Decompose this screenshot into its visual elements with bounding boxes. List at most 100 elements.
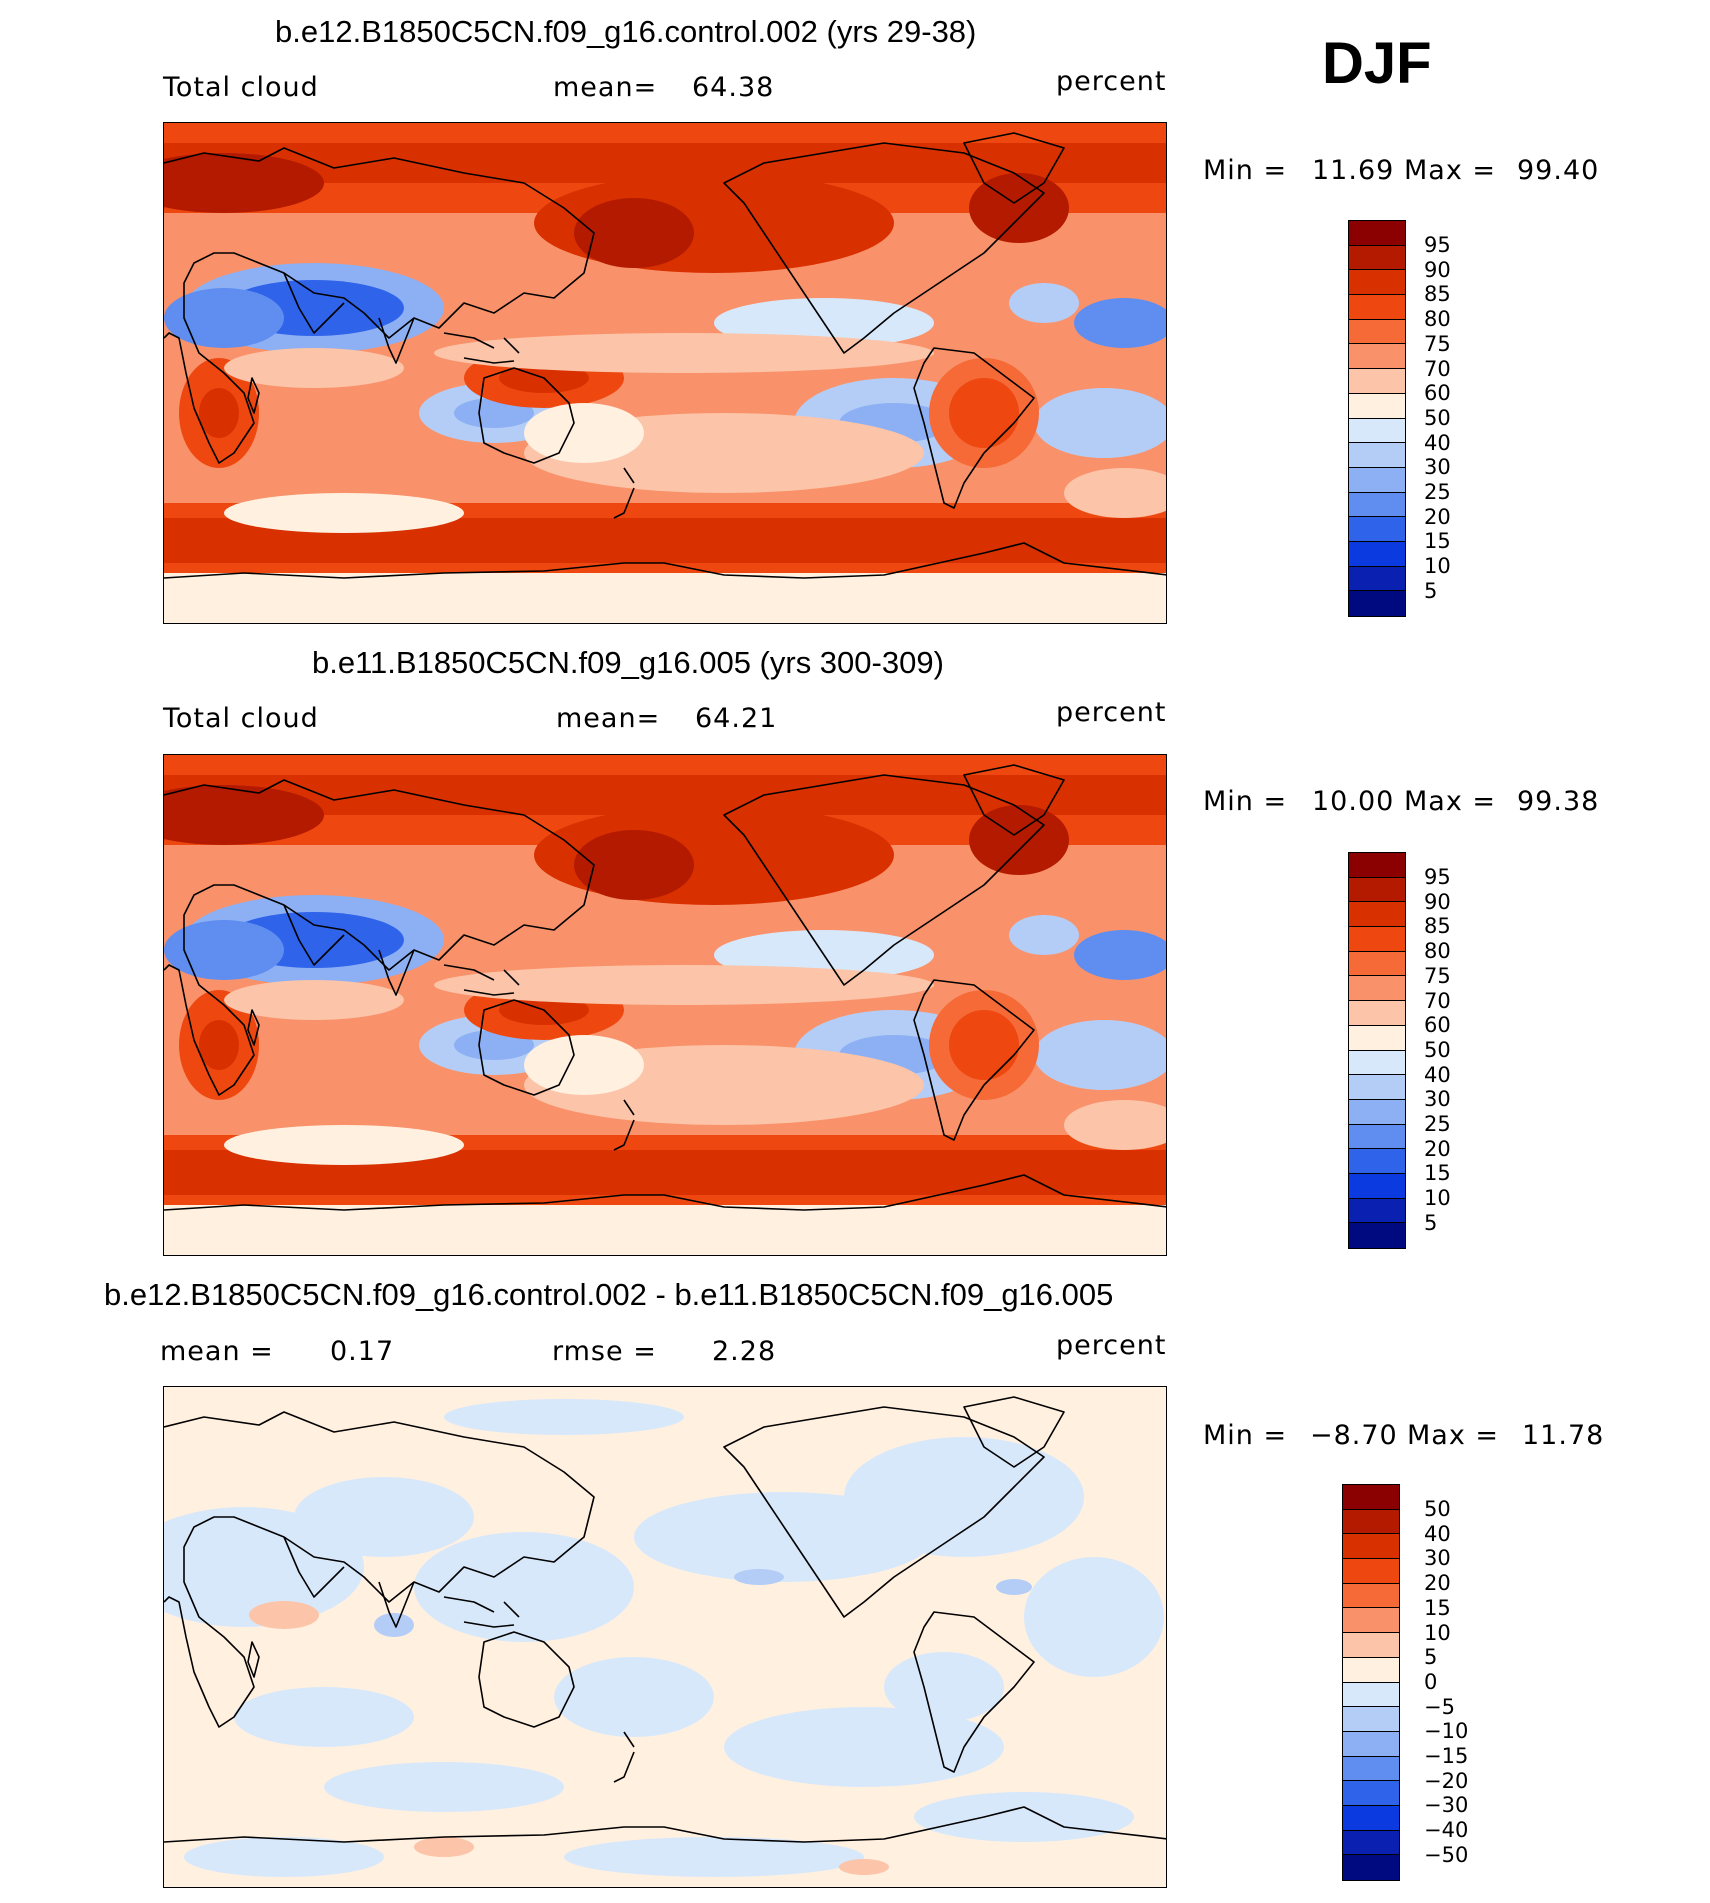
colorbar-box xyxy=(1343,1583,1399,1609)
colorbar-box xyxy=(1349,1198,1405,1224)
colorbar-box xyxy=(1349,927,1405,952)
panel-3-difference-map xyxy=(163,1386,1167,1888)
coastline xyxy=(963,764,1065,836)
colorbar-tick-label: −20 xyxy=(1424,1768,1469,1793)
colorbar-tick-label: 15 xyxy=(1424,529,1451,554)
colorbar-box xyxy=(1349,1124,1405,1150)
panel-1-mean-label: mean= xyxy=(553,72,658,103)
colorbar-box xyxy=(1349,221,1405,246)
colorbar-tick-label: 85 xyxy=(1424,914,1451,939)
difference-contour xyxy=(554,1657,714,1737)
panel-1-max-label: Max = xyxy=(1404,155,1497,186)
cloud-contour xyxy=(434,333,934,373)
coastline xyxy=(283,272,415,364)
colorbar-tick-label: 20 xyxy=(1424,1571,1451,1596)
colorbar-tick-label: 15 xyxy=(1424,1595,1451,1620)
colorbar-box xyxy=(1343,1509,1399,1535)
colorbar-tick-label: −40 xyxy=(1424,1818,1469,1843)
colorbar-box xyxy=(1349,1050,1405,1076)
colorbar-box xyxy=(1349,1173,1405,1199)
colorbar-tick-label: 50 xyxy=(1424,405,1451,430)
panel-2-max-label: Max = xyxy=(1404,786,1497,817)
colorbar-box xyxy=(1343,1559,1399,1584)
colorbar-tick-label: 80 xyxy=(1424,307,1451,332)
cloud-contour xyxy=(224,493,464,533)
coastline xyxy=(963,132,1065,204)
cloud-contour xyxy=(1064,468,1166,518)
colorbar-tick-label: 40 xyxy=(1424,1521,1451,1546)
panel-3-min-label: Min = xyxy=(1203,1420,1288,1451)
difference-contour xyxy=(844,1437,1084,1557)
panel-3-min-value: −8.70 xyxy=(1310,1420,1398,1451)
coastline xyxy=(913,979,1035,1141)
cloud-contour xyxy=(574,830,694,900)
colorbar-box xyxy=(1349,492,1405,518)
coastline xyxy=(478,1631,575,1728)
cloud-contour xyxy=(164,785,324,845)
coastline xyxy=(478,999,575,1096)
colorbar-tick-label: 25 xyxy=(1424,1112,1451,1136)
difference-contour xyxy=(414,1532,634,1642)
colorbar-tick-label: 15 xyxy=(1424,1161,1451,1186)
cloud-contour xyxy=(434,965,934,1005)
colorbar-tick-label: 70 xyxy=(1424,988,1451,1013)
cloud-contour xyxy=(524,403,644,463)
coastline xyxy=(283,904,415,996)
colorbar-box xyxy=(1349,467,1405,493)
panel-3-units: percent xyxy=(1056,1330,1167,1361)
panel-1-max-value: 99.40 xyxy=(1517,155,1600,186)
colorbar-tick-label: −10 xyxy=(1424,1719,1469,1744)
colorbar-tick-label: 50 xyxy=(1424,1037,1451,1062)
coastline xyxy=(443,964,520,996)
coastline-layer xyxy=(164,1396,1166,1843)
colorbar-box xyxy=(1349,418,1405,444)
cloud-contour xyxy=(1074,298,1166,348)
colorbar-tick-label: 20 xyxy=(1424,1136,1451,1161)
difference-contour xyxy=(564,1837,864,1877)
colorbar-tick-label: 75 xyxy=(1424,963,1451,988)
difference-contour xyxy=(294,1477,474,1557)
panel-3-max-value: 11.78 xyxy=(1522,1420,1605,1451)
cloud-contour xyxy=(199,1020,239,1070)
coastline xyxy=(164,1174,1166,1211)
difference-contour xyxy=(884,1652,1004,1722)
colorbar-tick-label: 95 xyxy=(1424,233,1451,257)
colorbar-tick-label: 60 xyxy=(1424,1013,1451,1038)
panel-2-units: percent xyxy=(1056,697,1167,728)
colorbar-box xyxy=(1343,1707,1399,1732)
coastline-layer xyxy=(164,764,1166,1211)
colorbar-box xyxy=(1349,1001,1405,1026)
cloud-contour xyxy=(199,388,239,438)
colorbar-box xyxy=(1349,951,1405,977)
colorbar-box xyxy=(1349,517,1405,542)
cloud-contour xyxy=(1064,1100,1166,1150)
cloud-contour xyxy=(524,1035,644,1095)
panel-1-variable-label: Total cloud xyxy=(163,72,319,103)
colorbar-tick-label: 30 xyxy=(1424,1546,1451,1571)
colorbar-box xyxy=(1349,1099,1405,1125)
panel-2-min-label: Min = xyxy=(1203,786,1288,817)
difference-contour xyxy=(234,1687,414,1747)
colorbar-box xyxy=(1349,393,1405,419)
difference-contour xyxy=(914,1792,1134,1842)
cloud-contour xyxy=(1074,930,1166,980)
difference-contour xyxy=(1024,1557,1164,1677)
season-label: DJF xyxy=(1322,31,1432,96)
colorbar-box xyxy=(1349,541,1405,567)
difference-contour xyxy=(734,1569,784,1585)
colorbar-tick-label: 10 xyxy=(1424,1620,1451,1645)
colorbar-tick-label: 50 xyxy=(1424,1497,1451,1521)
colorbar-box xyxy=(1343,1534,1399,1560)
coastline xyxy=(283,1536,415,1628)
coastline xyxy=(613,1731,635,1783)
colorbar-tick-label: 10 xyxy=(1424,1186,1451,1211)
colorbar-box xyxy=(1349,369,1405,394)
coastline xyxy=(247,377,260,414)
colorbar-box xyxy=(1349,1149,1405,1174)
colorbar-box xyxy=(1349,902,1405,928)
colorbar-box xyxy=(1343,1657,1399,1683)
coastline xyxy=(247,1641,260,1678)
colorbar-box xyxy=(1349,877,1405,903)
colorbar-tick-label: 90 xyxy=(1424,257,1451,282)
colorbar-box xyxy=(1349,976,1405,1002)
